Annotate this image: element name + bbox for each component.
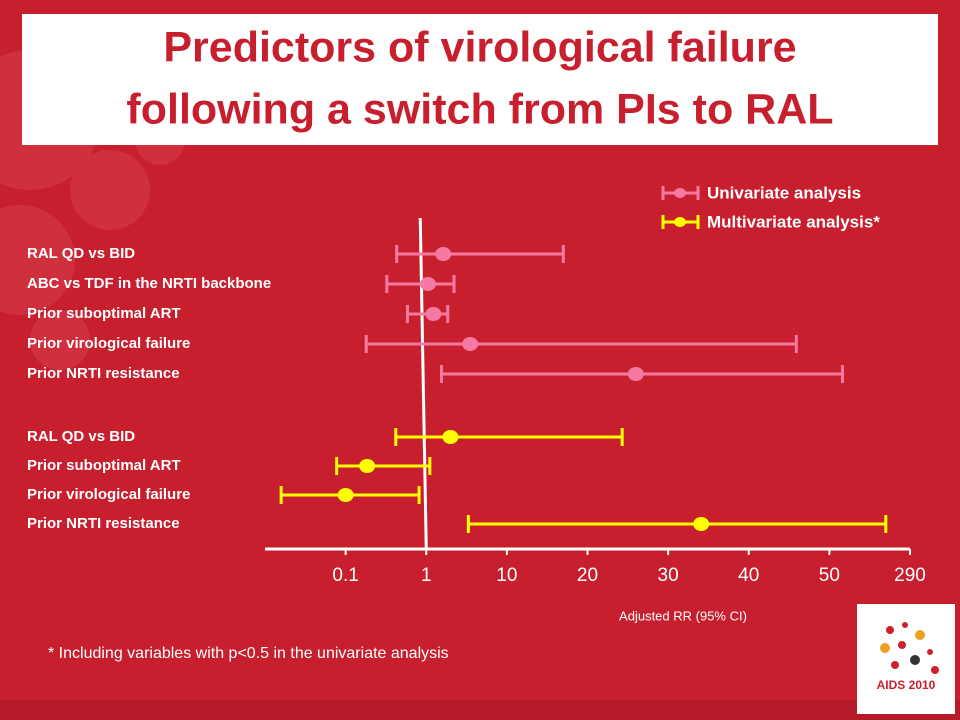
- point-estimate: [627, 367, 644, 381]
- point-estimate: [442, 430, 459, 444]
- row-label: Prior NRTI resistance: [27, 365, 180, 382]
- x-tick-label: 30: [658, 565, 679, 586]
- x-tick-label: 1: [421, 565, 432, 586]
- logo-art: [880, 622, 939, 674]
- footnote: * Including variables with p<0.5 in the …: [48, 645, 449, 662]
- row-label: Prior NRTI resistance: [27, 515, 180, 532]
- legend-label: Univariate analysis: [707, 183, 861, 202]
- x-tick-label: 20: [577, 565, 598, 586]
- point-estimate: [435, 247, 452, 261]
- x-axis-label: Adjusted RR (95% CI): [619, 608, 747, 623]
- legend-dot: [674, 217, 686, 227]
- point-estimate: [425, 307, 442, 321]
- x-tick-label: 0.1: [332, 565, 358, 586]
- row-label: ABC vs TDF in the NRTI backbone: [27, 275, 271, 292]
- x-tick-label: 50: [819, 565, 840, 586]
- legend-dot: [674, 188, 686, 198]
- reference-line: [418, 217, 428, 550]
- point-estimate: [359, 459, 376, 473]
- title: Predictors of virological failure: [163, 23, 796, 71]
- footer-band: [0, 700, 960, 720]
- title: following a switch from PIs to RAL: [126, 85, 833, 133]
- point-estimate: [693, 517, 710, 531]
- legend-label: Multivariate analysis*: [707, 212, 880, 231]
- logo: [857, 604, 955, 714]
- row-label: RAL QD vs BID: [27, 245, 135, 262]
- row-label: Prior virological failure: [27, 486, 190, 503]
- point-estimate: [337, 488, 354, 502]
- x-tick-label: 40: [738, 565, 759, 586]
- row-label: Prior suboptimal ART: [27, 305, 181, 322]
- point-estimate: [462, 337, 479, 351]
- x-tick-label: 290: [894, 565, 926, 586]
- point-estimate: [420, 277, 437, 291]
- title-box: [22, 14, 938, 145]
- row-label: Prior virological failure: [27, 335, 190, 352]
- logo-text: AIDS 2010: [877, 678, 936, 692]
- row-label: RAL QD vs BID: [27, 428, 135, 445]
- row-label: Prior suboptimal ART: [27, 457, 181, 474]
- x-tick-label: 10: [496, 565, 517, 586]
